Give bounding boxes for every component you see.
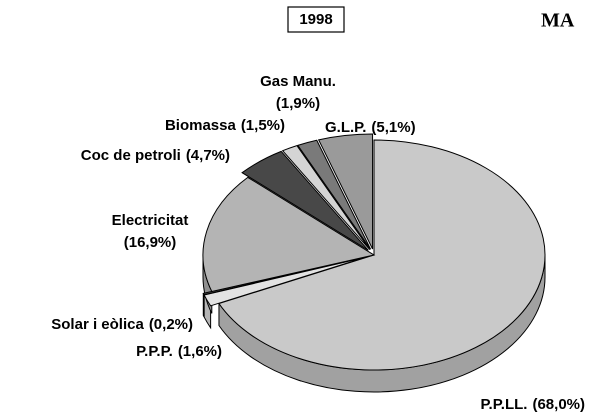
- chart-title: 1998: [299, 11, 332, 28]
- value-label: (68,0%): [532, 396, 585, 413]
- value-label: (5,1%): [371, 119, 415, 136]
- slice-label: G.L.P. (5,1%): [325, 119, 416, 136]
- annotation: MA: [541, 10, 575, 32]
- category-label: Biomassa: [165, 117, 237, 134]
- slice-label: P.P.LL. (68,0%): [480, 396, 585, 413]
- category-label: Coc de petroli: [81, 147, 181, 164]
- slice: [317, 133, 374, 250]
- value-label: (4,7%): [186, 147, 230, 164]
- slice: [241, 150, 369, 251]
- value-label: (1,5%): [241, 117, 285, 134]
- slice: [202, 176, 376, 293]
- slice-label: Coc de petroli (4,7%): [81, 147, 230, 164]
- slice-label: Electricitat (16,9%): [112, 212, 189, 251]
- value-label: (1,6%): [178, 343, 222, 360]
- slice: [218, 139, 546, 371]
- slice-label: P.P.P. (1,6%): [136, 343, 222, 360]
- title-box: [287, 6, 345, 33]
- slice: [281, 145, 371, 250]
- slice-label: Solar i eòlica (0,2%): [51, 316, 193, 333]
- category-label: P.P.P.: [136, 343, 173, 360]
- category-label: Gas Manu.: [260, 73, 336, 90]
- category-label: P.P.LL.: [480, 396, 527, 413]
- slice-side: [202, 293, 205, 317]
- value-label: (16,9%): [124, 234, 177, 251]
- slice-label: Gas Manu. (1,9%): [260, 73, 336, 112]
- category-label: G.L.P.: [325, 119, 366, 136]
- slice-label: Biomassa (1,5%): [165, 117, 285, 134]
- tops: [202, 133, 546, 371]
- value-label: (0,2%): [149, 316, 193, 333]
- category-label: Solar i eòlica: [51, 316, 144, 333]
- labels: P.P.LL. (68,0%) P.P.P. (1,6%) Solar i eòlica…: [51, 73, 585, 413]
- slice: [296, 139, 372, 250]
- value-label: (1,9%): [276, 95, 320, 112]
- category-label: Electricitat: [112, 212, 189, 229]
